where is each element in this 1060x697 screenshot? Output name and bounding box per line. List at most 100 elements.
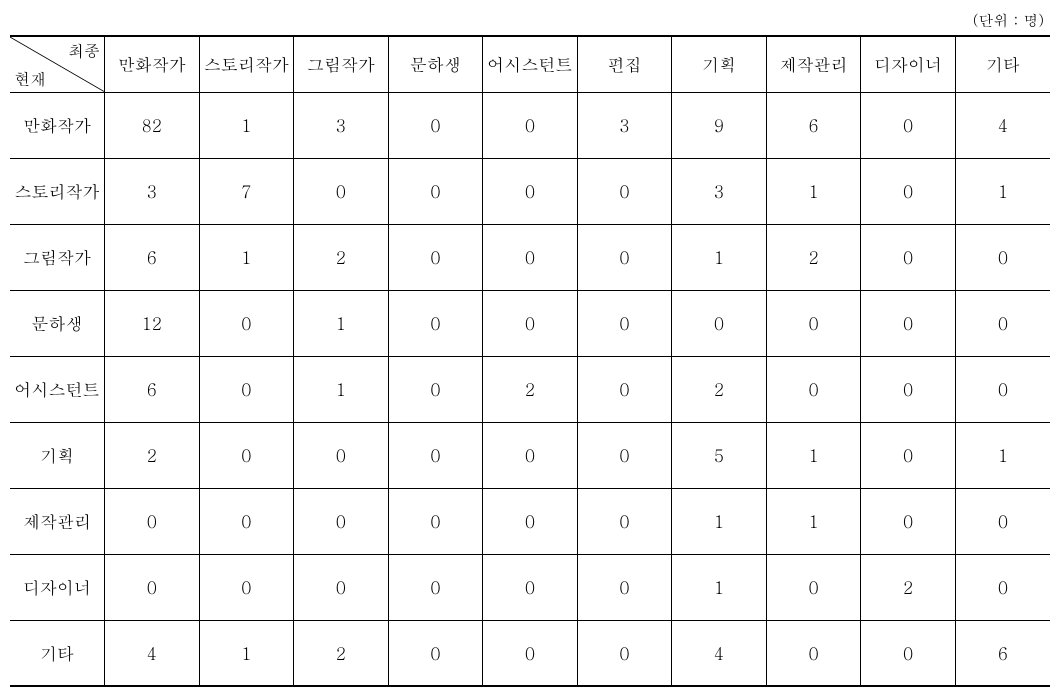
table-cell: 0: [105, 554, 200, 620]
table-cell: 1: [199, 224, 294, 290]
table-cell: 0: [388, 488, 483, 554]
table-cell: 0: [483, 224, 578, 290]
table-cell: 0: [955, 290, 1050, 356]
crosstab-table: 최종 현재 만화작가 스토리작가 그림작가 문하생 어시스턴트 편집 기획 제작…: [10, 35, 1050, 687]
table-cell: 4: [672, 620, 767, 686]
table-cell: 0: [294, 158, 389, 224]
table-cell: 2: [294, 620, 389, 686]
column-header: 디자이너: [861, 36, 956, 92]
table-cell: 1: [294, 356, 389, 422]
diagonal-header-cell: 최종 현재: [10, 36, 105, 92]
table-cell: 1: [766, 422, 861, 488]
table-cell: 6: [105, 224, 200, 290]
table-row: 만화작가 82 1 3 0 0 3 9 6 0 4: [10, 92, 1050, 158]
row-header: 스토리작가: [10, 158, 105, 224]
row-header: 디자이너: [10, 554, 105, 620]
table-cell: 0: [577, 290, 672, 356]
table-cell: 1: [672, 224, 767, 290]
table-cell: 0: [861, 356, 956, 422]
table-row: 스토리작가 3 7 0 0 0 0 3 1 0 1: [10, 158, 1050, 224]
table-cell: 0: [577, 158, 672, 224]
table-cell: 0: [199, 290, 294, 356]
table-cell: 1: [955, 422, 1050, 488]
table-cell: 0: [483, 92, 578, 158]
table-row: 기획 2 0 0 0 0 0 5 1 0 1: [10, 422, 1050, 488]
table-cell: 0: [861, 158, 956, 224]
table-cell: 2: [105, 422, 200, 488]
table-cell: 0: [955, 356, 1050, 422]
table-cell: 0: [483, 554, 578, 620]
table-cell: 6: [766, 92, 861, 158]
table-row: 제작관리 0 0 0 0 0 0 1 1 0 0: [10, 488, 1050, 554]
table-cell: 0: [955, 224, 1050, 290]
table-cell: 0: [577, 488, 672, 554]
row-header: 기타: [10, 620, 105, 686]
table-cell: 0: [577, 356, 672, 422]
table-cell: 0: [955, 488, 1050, 554]
table-cell: 0: [483, 620, 578, 686]
diagonal-header-top: 최종: [68, 39, 100, 62]
row-header: 기획: [10, 422, 105, 488]
table-cell: 0: [861, 290, 956, 356]
table-cell: 0: [388, 92, 483, 158]
table-cell: 1: [294, 290, 389, 356]
table-cell: 0: [577, 224, 672, 290]
table-cell: 1: [766, 488, 861, 554]
table-cell: 3: [105, 158, 200, 224]
table-cell: 1: [672, 488, 767, 554]
table-cell: 2: [483, 356, 578, 422]
table-cell: 3: [577, 92, 672, 158]
column-header: 문하생: [388, 36, 483, 92]
table-cell: 0: [388, 554, 483, 620]
column-header: 만화작가: [105, 36, 200, 92]
column-header: 스토리작가: [199, 36, 294, 92]
unit-label: (단위 : 명): [10, 10, 1050, 31]
table-cell: 0: [861, 92, 956, 158]
table-cell: 2: [861, 554, 956, 620]
table-cell: 0: [294, 422, 389, 488]
column-header: 편집: [577, 36, 672, 92]
table-row: 디자이너 0 0 0 0 0 0 1 0 2 0: [10, 554, 1050, 620]
table-cell: 0: [861, 620, 956, 686]
table-cell: 2: [294, 224, 389, 290]
row-header: 문하생: [10, 290, 105, 356]
table-cell: 0: [861, 488, 956, 554]
table-cell: 0: [199, 422, 294, 488]
row-header: 만화작가: [10, 92, 105, 158]
table-cell: 0: [483, 488, 578, 554]
table-cell: 2: [766, 224, 861, 290]
table-cell: 9: [672, 92, 767, 158]
table-cell: 0: [483, 422, 578, 488]
table-cell: 1: [766, 158, 861, 224]
column-header: 어시스턴트: [483, 36, 578, 92]
row-header: 어시스턴트: [10, 356, 105, 422]
table-cell: 0: [766, 620, 861, 686]
table-cell: 0: [294, 488, 389, 554]
table-cell: 0: [199, 554, 294, 620]
table-cell: 0: [294, 554, 389, 620]
table-cell: 0: [766, 554, 861, 620]
table-cell: 1: [199, 92, 294, 158]
table-cell: 4: [955, 92, 1050, 158]
table-cell: 0: [483, 158, 578, 224]
table-cell: 1: [199, 620, 294, 686]
table-cell: 0: [388, 356, 483, 422]
table-cell: 4: [105, 620, 200, 686]
table-cell: 0: [388, 224, 483, 290]
column-header: 기타: [955, 36, 1050, 92]
table-cell: 0: [483, 290, 578, 356]
table-cell: 0: [577, 554, 672, 620]
table-cell: 0: [577, 620, 672, 686]
table-cell: 0: [199, 356, 294, 422]
table-row: 문하생 12 0 1 0 0 0 0 0 0 0: [10, 290, 1050, 356]
table-cell: 0: [766, 356, 861, 422]
table-cell: 0: [861, 422, 956, 488]
table-cell: 6: [955, 620, 1050, 686]
table-cell: 0: [388, 620, 483, 686]
table-cell: 3: [672, 158, 767, 224]
table-cell: 0: [577, 422, 672, 488]
column-header: 제작관리: [766, 36, 861, 92]
table-cell: 0: [955, 554, 1050, 620]
diagonal-header-bottom: 현재: [14, 67, 46, 90]
table-cell: 1: [955, 158, 1050, 224]
